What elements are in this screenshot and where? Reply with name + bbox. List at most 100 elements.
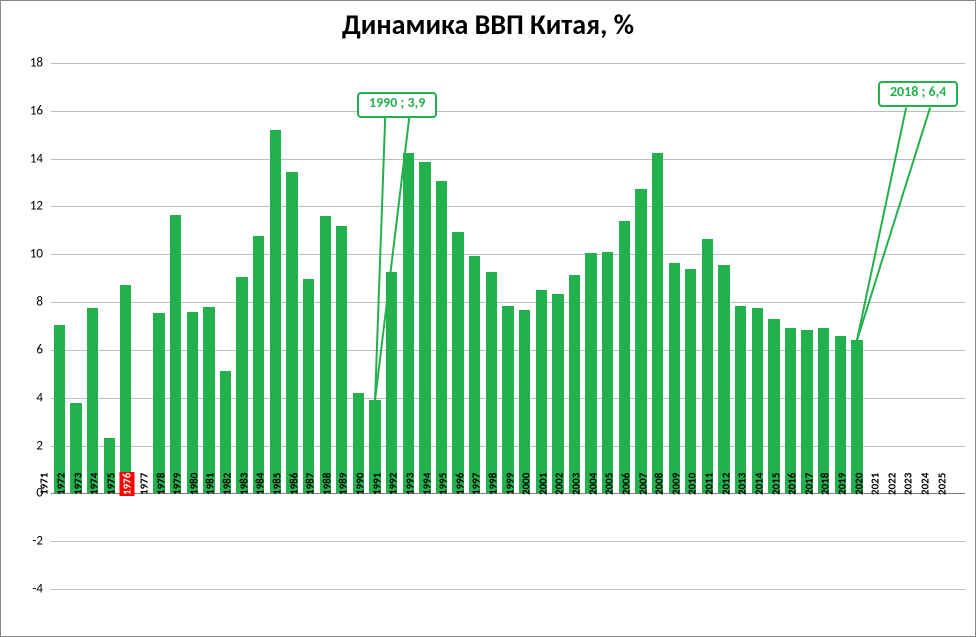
x-tick-label: 1996 — [452, 472, 467, 496]
x-tick-label: 2025 — [934, 472, 949, 496]
x-tick-label: 1980 — [186, 472, 201, 496]
gridline — [51, 589, 965, 590]
x-tick-label: 1972 — [53, 472, 68, 496]
x-tick-label: 2005 — [602, 472, 617, 496]
x-tick-label: 2002 — [552, 472, 567, 496]
gridline — [51, 63, 965, 64]
bar — [419, 162, 430, 494]
bar — [120, 285, 131, 493]
bar — [569, 275, 580, 493]
bar — [270, 130, 281, 493]
bar — [452, 232, 463, 494]
bar — [735, 306, 746, 494]
x-tick-label: 1981 — [203, 472, 218, 496]
bar — [502, 306, 513, 494]
y-tick-label: 0 — [1, 486, 43, 501]
bar — [187, 312, 198, 494]
bar — [486, 272, 497, 493]
x-tick-label: 1995 — [436, 472, 451, 496]
bar — [236, 277, 247, 493]
x-tick-label: 2013 — [735, 472, 750, 496]
bar — [54, 325, 65, 494]
x-tick-label: 1989 — [336, 472, 351, 496]
callout-leader — [857, 107, 930, 340]
gridline — [51, 254, 965, 255]
y-tick-label: 18 — [1, 56, 43, 71]
y-tick-label: 14 — [1, 151, 43, 166]
x-tick-label: 1983 — [236, 472, 251, 496]
bar — [702, 239, 713, 494]
y-tick-label: 6 — [1, 342, 43, 357]
x-tick-label: 1986 — [286, 472, 301, 496]
x-tick-label: 2001 — [535, 472, 550, 496]
bar — [635, 189, 646, 493]
x-tick-label: 2006 — [618, 472, 633, 496]
bar — [801, 330, 812, 494]
bar — [87, 308, 98, 493]
x-tick-label: 2004 — [585, 472, 600, 496]
plot-area: 1990 ; 3,92018 ; 6,4 1971197219731974197… — [51, 63, 965, 589]
bar — [552, 294, 563, 494]
x-tick-label: 2000 — [519, 472, 534, 496]
x-tick-label: 1985 — [269, 472, 284, 496]
x-tick-label: 1979 — [170, 472, 185, 496]
data-callout: 1990 ; 3,9 — [357, 92, 437, 118]
x-tick-label: 2012 — [718, 472, 733, 496]
gridline — [51, 302, 965, 303]
y-tick-label: 12 — [1, 199, 43, 214]
x-tick-label: 2019 — [834, 472, 849, 496]
bar — [286, 172, 297, 494]
x-tick-label: 2007 — [635, 472, 650, 496]
x-tick-label: 2008 — [652, 472, 667, 496]
x-tick-label: 2009 — [668, 472, 683, 496]
x-tick-label: 1998 — [486, 472, 501, 496]
chart-frame: Динамика ВВП Китая, % 1990 ; 3,9 2018 ; 6… — [0, 0, 976, 637]
bar — [685, 269, 696, 494]
x-tick-label: 1974 — [87, 472, 102, 496]
y-tick-label: 4 — [1, 390, 43, 405]
bar — [203, 307, 214, 493]
y-tick-label: 2 — [1, 438, 43, 453]
chart-title: Динамика ВВП Китая, % — [1, 7, 975, 42]
bar — [768, 319, 779, 494]
x-tick-label: 2003 — [569, 472, 584, 496]
x-tick-label: 2011 — [702, 472, 717, 496]
bar — [153, 313, 164, 494]
bar — [585, 253, 596, 493]
bar — [652, 153, 663, 493]
y-tick-label: -4 — [1, 582, 43, 597]
bar — [436, 181, 447, 493]
x-tick-label: 1976 — [120, 472, 135, 496]
gridline — [51, 159, 965, 160]
y-tick-label: 16 — [1, 103, 43, 118]
callout-leader — [857, 107, 906, 340]
x-tick-label: 1988 — [319, 472, 334, 496]
x-tick-label: 1992 — [386, 472, 401, 496]
gridline — [51, 206, 965, 207]
x-tick-label: 2016 — [785, 472, 800, 496]
bar — [835, 336, 846, 494]
bar — [536, 290, 547, 493]
bar — [818, 328, 829, 493]
bar — [619, 221, 630, 494]
x-tick-label: 2014 — [751, 472, 766, 496]
bar — [602, 252, 613, 493]
bar — [851, 340, 862, 493]
data-callout: 2018 ; 6,4 — [878, 81, 958, 107]
bar — [752, 308, 763, 494]
bar — [785, 328, 796, 493]
x-tick-label: 2010 — [685, 472, 700, 496]
x-tick-label: 2018 — [818, 472, 833, 496]
x-tick-label: 1984 — [253, 472, 268, 496]
bar — [170, 215, 181, 494]
gridline — [51, 111, 965, 112]
x-tick-label: 1982 — [220, 472, 235, 496]
x-tick-label: 2015 — [768, 472, 783, 496]
bar — [519, 310, 530, 493]
x-tick-label: 1997 — [469, 472, 484, 496]
x-tick-label: 2024 — [918, 472, 933, 496]
x-tick-label: 2017 — [801, 472, 816, 496]
y-tick-label: -2 — [1, 534, 43, 549]
x-tick-label: 1987 — [303, 472, 318, 496]
x-tick-label: 1977 — [137, 472, 152, 496]
